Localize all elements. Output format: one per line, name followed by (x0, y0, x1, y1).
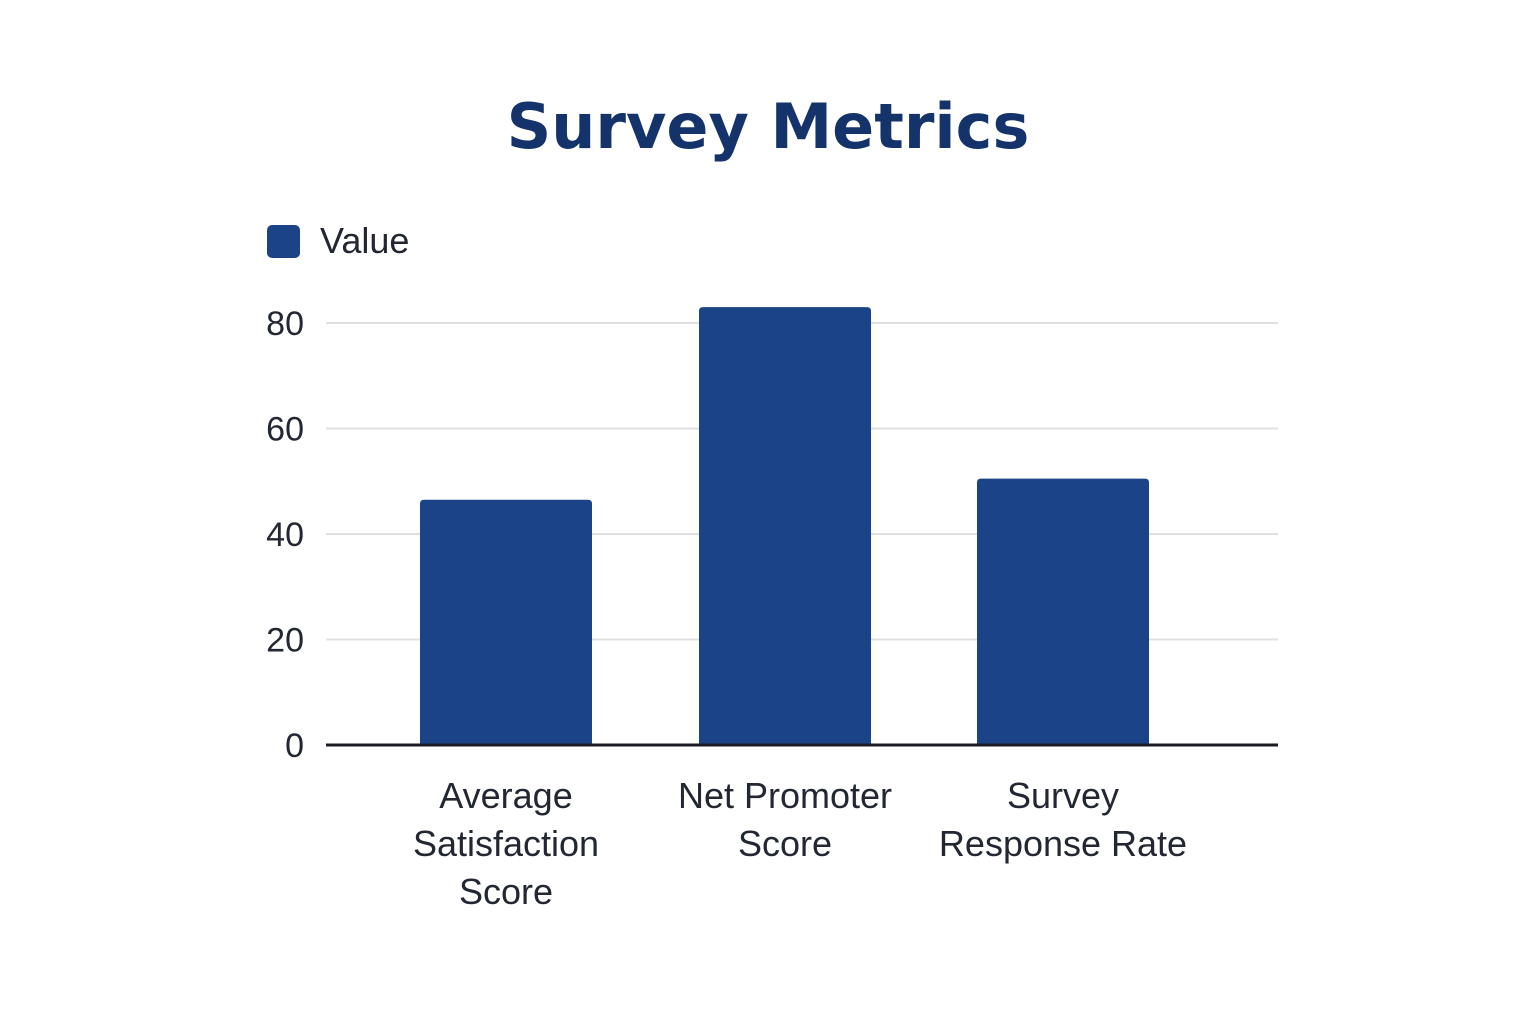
category-label: Average Satisfaction Score (413, 775, 599, 912)
y-tick-label: 0 (285, 727, 304, 765)
category-label-line: Net Promoter (678, 775, 892, 816)
legend-swatch (267, 225, 300, 258)
category-label-line: Satisfaction (413, 823, 599, 864)
bar-1 (699, 307, 871, 745)
y-tick-label: 40 (266, 516, 304, 554)
legend: Value (267, 220, 409, 261)
bar-0 (420, 499, 592, 745)
category-label: Net Promoter Score (678, 775, 892, 864)
legend-label: Value (320, 220, 409, 261)
bars (420, 307, 1149, 745)
category-label-line: Average (439, 775, 572, 816)
chart-title: Survey Metrics (507, 90, 1030, 163)
category-label-line: Response Rate (939, 823, 1187, 864)
y-tick-label: 20 (266, 622, 304, 660)
y-axis-ticks: 0 20 40 60 80 (266, 305, 304, 765)
category-label-line: Score (738, 823, 832, 864)
y-tick-label: 60 (266, 411, 304, 449)
x-axis-categories: Average Satisfaction Score Net Promoter Scor… (413, 775, 1187, 912)
category-label-line: Survey (1007, 775, 1119, 816)
category-label: Survey Response Rate (939, 775, 1187, 864)
category-label-line: Score (459, 871, 553, 912)
bar-2 (977, 478, 1149, 745)
y-tick-label: 80 (266, 305, 304, 343)
